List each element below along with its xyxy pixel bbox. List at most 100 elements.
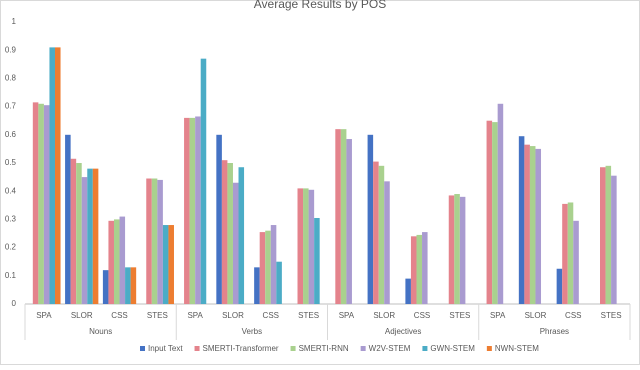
bar <box>221 160 228 304</box>
bar <box>373 161 379 304</box>
y-tick-label: 0.2 <box>5 243 17 252</box>
bar <box>87 168 93 304</box>
group-label: Nouns <box>89 327 112 336</box>
bar <box>200 58 207 304</box>
bar <box>308 189 315 304</box>
y-tick-label: 0.4 <box>5 186 17 195</box>
x-tick-label: STES <box>449 311 470 320</box>
y-tick-label: 0 <box>12 299 17 308</box>
group-label: Phrases <box>540 327 569 336</box>
x-tick-label: SLOR <box>71 311 93 320</box>
legend-swatch <box>422 346 428 351</box>
x-tick-label: CSS <box>263 311 279 320</box>
x-tick-label: STES <box>601 311 622 320</box>
bar <box>195 116 201 304</box>
y-tick-label: 0.3 <box>5 215 17 224</box>
bar <box>556 268 563 304</box>
chart-title: Average Results by POS <box>254 0 387 11</box>
y-tick-label: 0.1 <box>5 271 17 280</box>
bar <box>38 103 44 304</box>
bar <box>303 188 309 304</box>
x-tick-label: SPA <box>490 311 506 320</box>
bar <box>125 267 131 304</box>
bar <box>76 163 82 304</box>
bar <box>340 129 347 304</box>
bar <box>254 267 260 304</box>
bar <box>232 182 239 304</box>
bar <box>454 194 460 304</box>
bar <box>416 234 423 304</box>
bar <box>346 139 352 304</box>
bar <box>184 117 190 304</box>
bar <box>567 202 574 304</box>
bar <box>422 232 428 304</box>
x-tick-label: SLOR <box>222 311 244 320</box>
bar <box>518 136 525 304</box>
x-tick-label: CSS <box>111 311 127 320</box>
bar <box>448 195 455 304</box>
legend-swatch <box>360 346 366 351</box>
legend-swatch <box>290 346 296 351</box>
bar <box>384 181 390 304</box>
x-tick-label: SLOR <box>525 311 547 320</box>
bar <box>227 163 233 304</box>
bar <box>238 167 245 304</box>
bar <box>113 219 120 304</box>
bar <box>43 105 50 304</box>
bar <box>146 178 152 304</box>
bar <box>410 236 417 304</box>
y-tick-label: 0.9 <box>5 45 17 54</box>
bar <box>335 129 341 304</box>
bar <box>162 225 169 304</box>
y-tick-label: 0.8 <box>5 74 17 83</box>
bar <box>492 122 498 304</box>
x-tick-label: STES <box>147 311 168 320</box>
x-tick-label: SPA <box>339 311 355 320</box>
bar <box>65 134 71 304</box>
bar <box>497 103 504 304</box>
bar <box>611 175 617 304</box>
bar <box>573 220 579 304</box>
legend-swatch <box>486 346 492 351</box>
legend-label: Input Text <box>148 344 183 353</box>
bar <box>270 225 277 304</box>
group-label: Verbs <box>242 327 262 336</box>
bar <box>119 216 126 304</box>
y-tick-label: 0.6 <box>5 130 17 139</box>
x-tick-label: SPA <box>187 311 203 320</box>
bar <box>562 203 568 304</box>
bar <box>367 134 374 304</box>
bar <box>32 102 39 305</box>
bar <box>151 178 158 304</box>
bar <box>459 196 466 304</box>
bar <box>297 188 304 304</box>
bar <box>529 146 536 304</box>
y-tick-label: 0.5 <box>5 158 17 167</box>
bar <box>378 165 385 304</box>
bar <box>259 232 266 304</box>
bar <box>168 225 174 304</box>
bar <box>157 179 163 304</box>
legend-swatch <box>140 346 145 351</box>
bar <box>70 158 77 304</box>
bar <box>189 117 196 304</box>
bar <box>405 278 411 304</box>
bar <box>92 168 99 304</box>
bar <box>54 47 61 304</box>
group-label: Adjectives <box>385 327 421 336</box>
legend-label: SMERTI-Transformer <box>203 344 279 353</box>
legend-label: GWN-STEM <box>430 344 475 353</box>
legend-label: SMERTI-RNN <box>299 344 349 353</box>
bar <box>49 47 55 304</box>
bar <box>108 220 114 304</box>
legend-swatch <box>194 346 200 351</box>
bar <box>130 267 137 304</box>
bar <box>216 134 222 304</box>
x-tick-label: SLOR <box>373 311 395 320</box>
bar <box>81 177 88 304</box>
x-tick-label: CSS <box>414 311 430 320</box>
bar <box>276 261 282 304</box>
bar <box>605 165 612 304</box>
bar <box>535 148 542 304</box>
